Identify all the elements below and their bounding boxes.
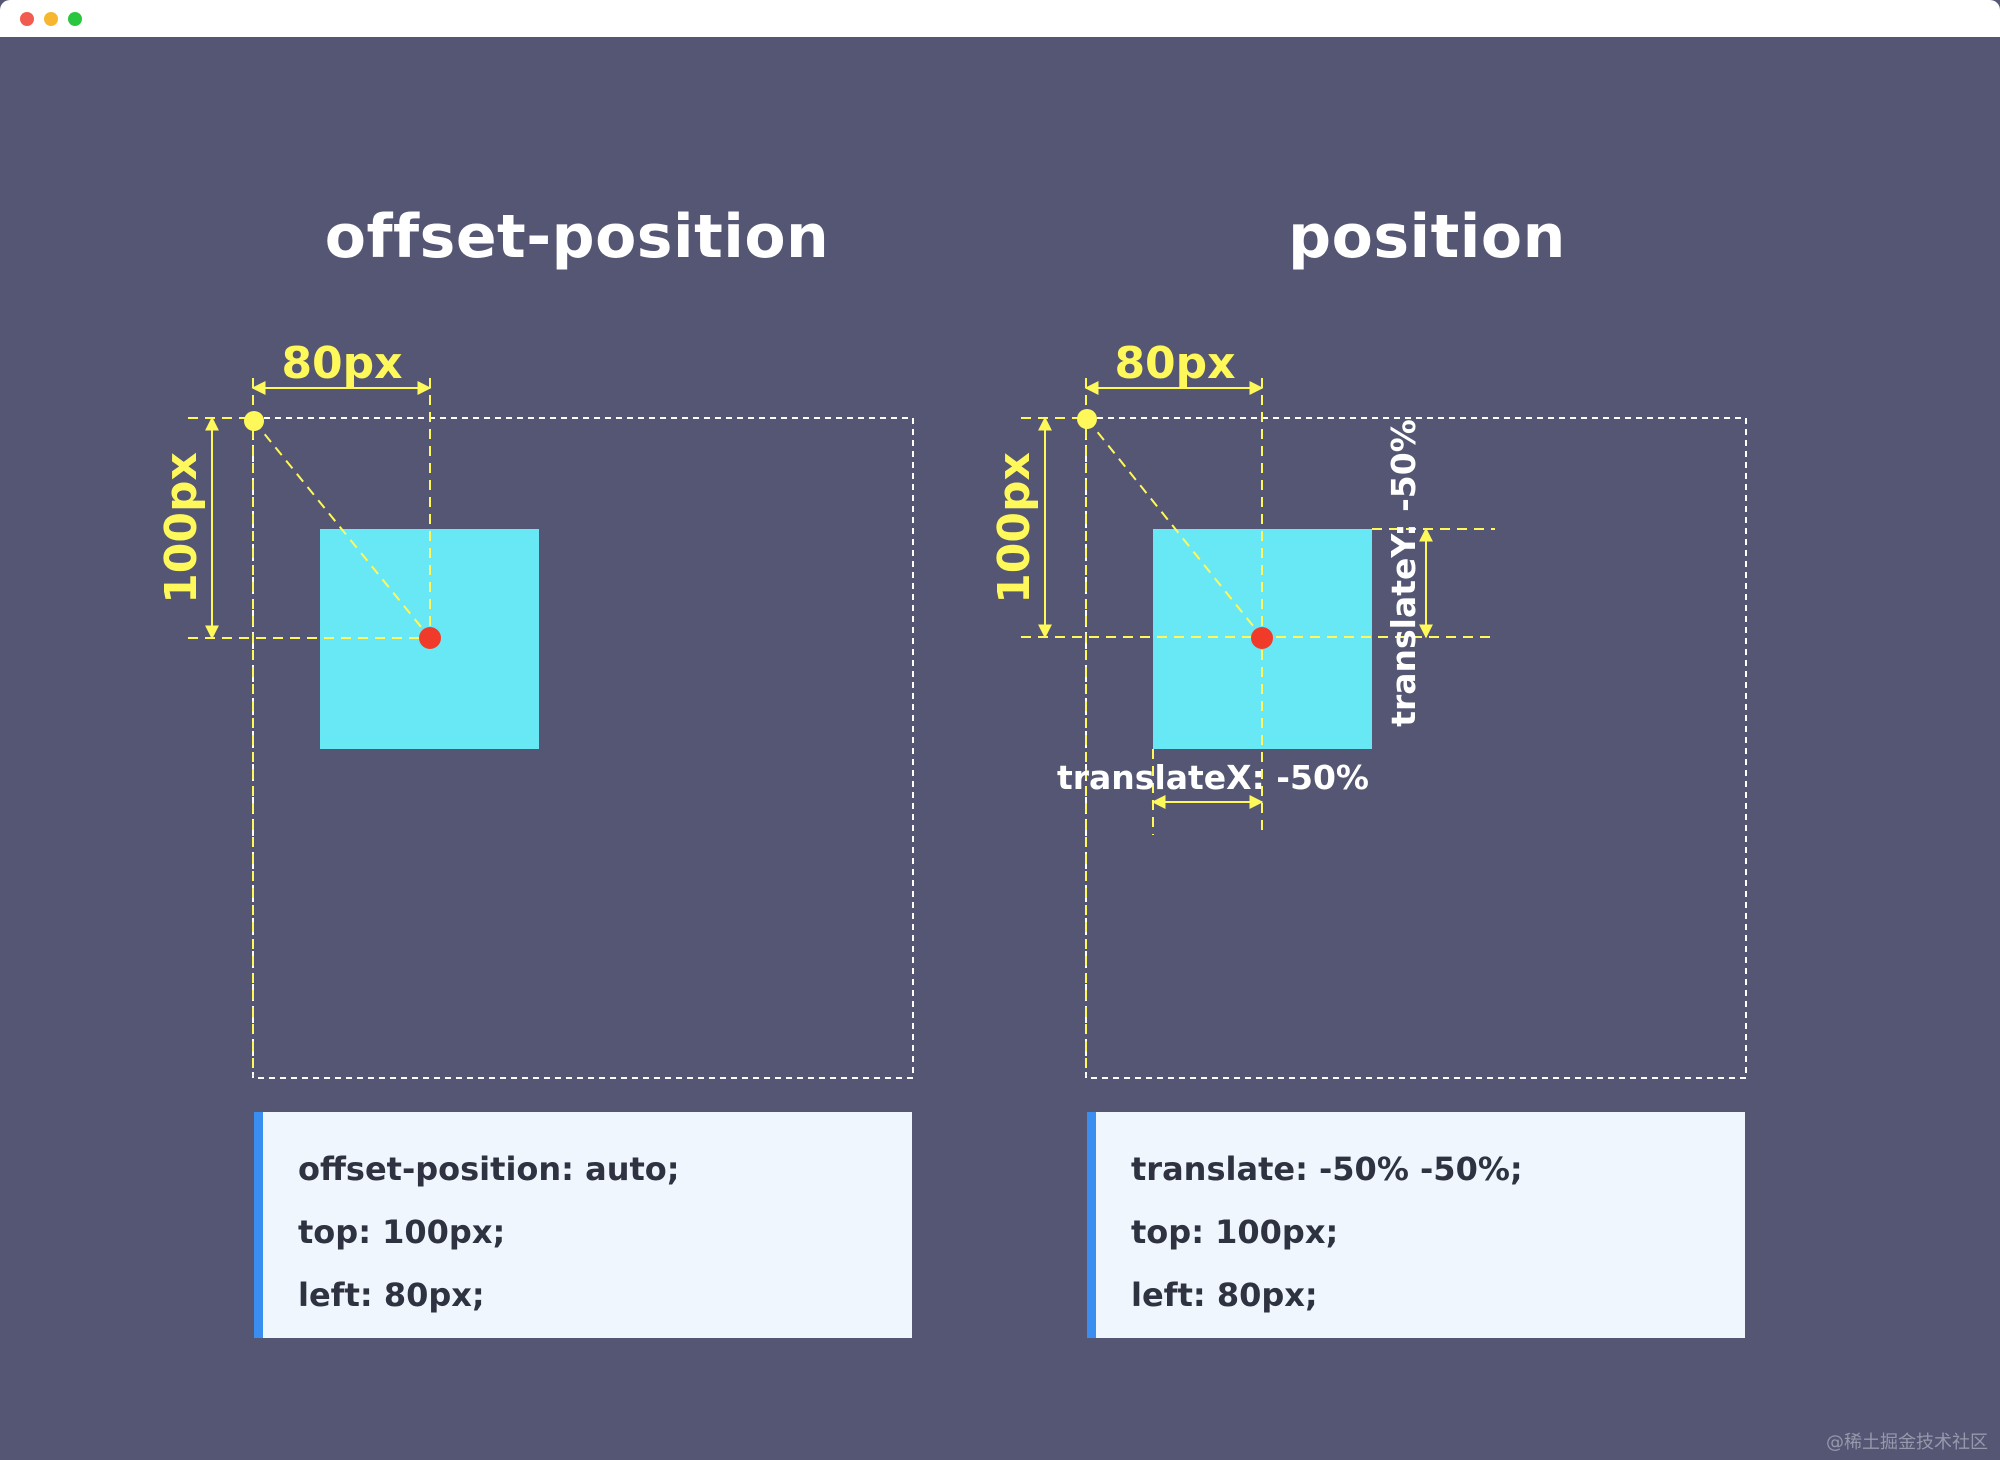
origin-point (1077, 409, 1097, 429)
anchor-point (1251, 627, 1273, 649)
container-box (1085, 417, 1747, 1079)
code-line: offset-position: auto; (298, 1150, 680, 1188)
origin-point (244, 411, 264, 431)
panel-title-position: position (1288, 202, 1566, 272)
diagram-offset-position: 80px 100px (156, 338, 914, 1079)
maximize-window-button[interactable] (68, 12, 82, 26)
height-label: 100px (989, 452, 1040, 604)
code-block-position: translate: -50% -50%; top: 100px; left: … (1087, 1112, 1745, 1338)
code-line: top: 100px; (1131, 1213, 1339, 1251)
code-line: left: 80px; (298, 1276, 485, 1314)
code-block-offset-position: offset-position: auto; top: 100px; left:… (254, 1112, 912, 1338)
minimize-window-button[interactable] (44, 12, 58, 26)
close-window-button[interactable] (20, 12, 34, 26)
container-box (252, 417, 914, 1079)
translate-y-label: translateY: -50% (1384, 419, 1423, 727)
code-line: translate: -50% -50%; (1131, 1150, 1523, 1188)
panel-title-offset-position: offset-position (324, 202, 830, 272)
watermark: @稀土掘金技术社区 (1826, 1432, 1988, 1453)
translate-x-label: translateX: -50% (1057, 758, 1369, 797)
code-line: top: 100px; (298, 1213, 506, 1251)
height-label: 100px (156, 452, 207, 604)
origin-to-anchor-line (253, 420, 431, 639)
width-label: 80px (281, 338, 402, 389)
origin-to-anchor-line (1086, 418, 1263, 638)
width-label: 80px (1114, 338, 1235, 389)
diagram-position: 80px 100px translateX: -50% translateY: … (989, 338, 1747, 1079)
window-titlebar (0, 0, 2000, 37)
code-line: left: 80px; (1131, 1276, 1318, 1314)
anchor-point (419, 627, 441, 649)
